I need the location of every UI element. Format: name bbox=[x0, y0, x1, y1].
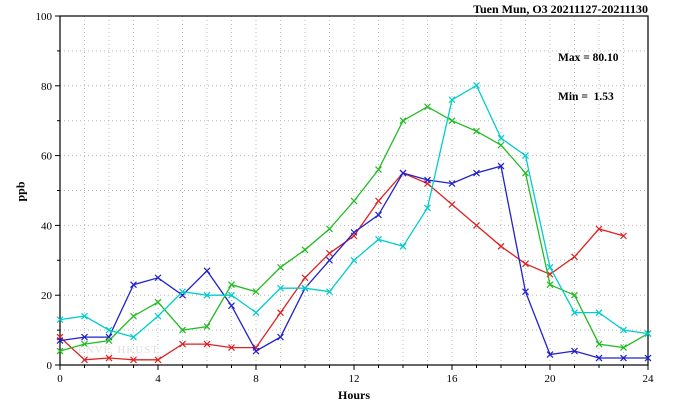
svg-text:16: 16 bbox=[447, 373, 459, 385]
x-axis-title: Hours bbox=[337, 388, 370, 402]
svg-text:4: 4 bbox=[155, 373, 161, 385]
max-label: Max = 80.10 bbox=[558, 52, 619, 64]
svg-text:60: 60 bbox=[41, 151, 53, 163]
svg-text:80: 80 bbox=[41, 81, 53, 93]
y-axis-title: ppb bbox=[13, 181, 28, 202]
svg-text:0: 0 bbox=[47, 360, 53, 372]
svg-text:8: 8 bbox=[253, 373, 259, 385]
min-label: Min = 1.53 bbox=[558, 91, 614, 103]
watermark: ENVF, HKUST bbox=[78, 344, 160, 356]
svg-text:12: 12 bbox=[349, 373, 360, 385]
svg-text:40: 40 bbox=[41, 220, 53, 232]
svg-text:0: 0 bbox=[57, 373, 63, 385]
svg-text:100: 100 bbox=[36, 11, 53, 23]
svg-text:20: 20 bbox=[41, 290, 53, 302]
chart-title: Tuen Mun, O3 20211127-20211130 bbox=[473, 2, 648, 16]
svg-text:20: 20 bbox=[545, 373, 557, 385]
svg-text:24: 24 bbox=[643, 373, 655, 385]
max-min-annotation: Max = 80.10 Min = 1.53 bbox=[558, 26, 619, 130]
